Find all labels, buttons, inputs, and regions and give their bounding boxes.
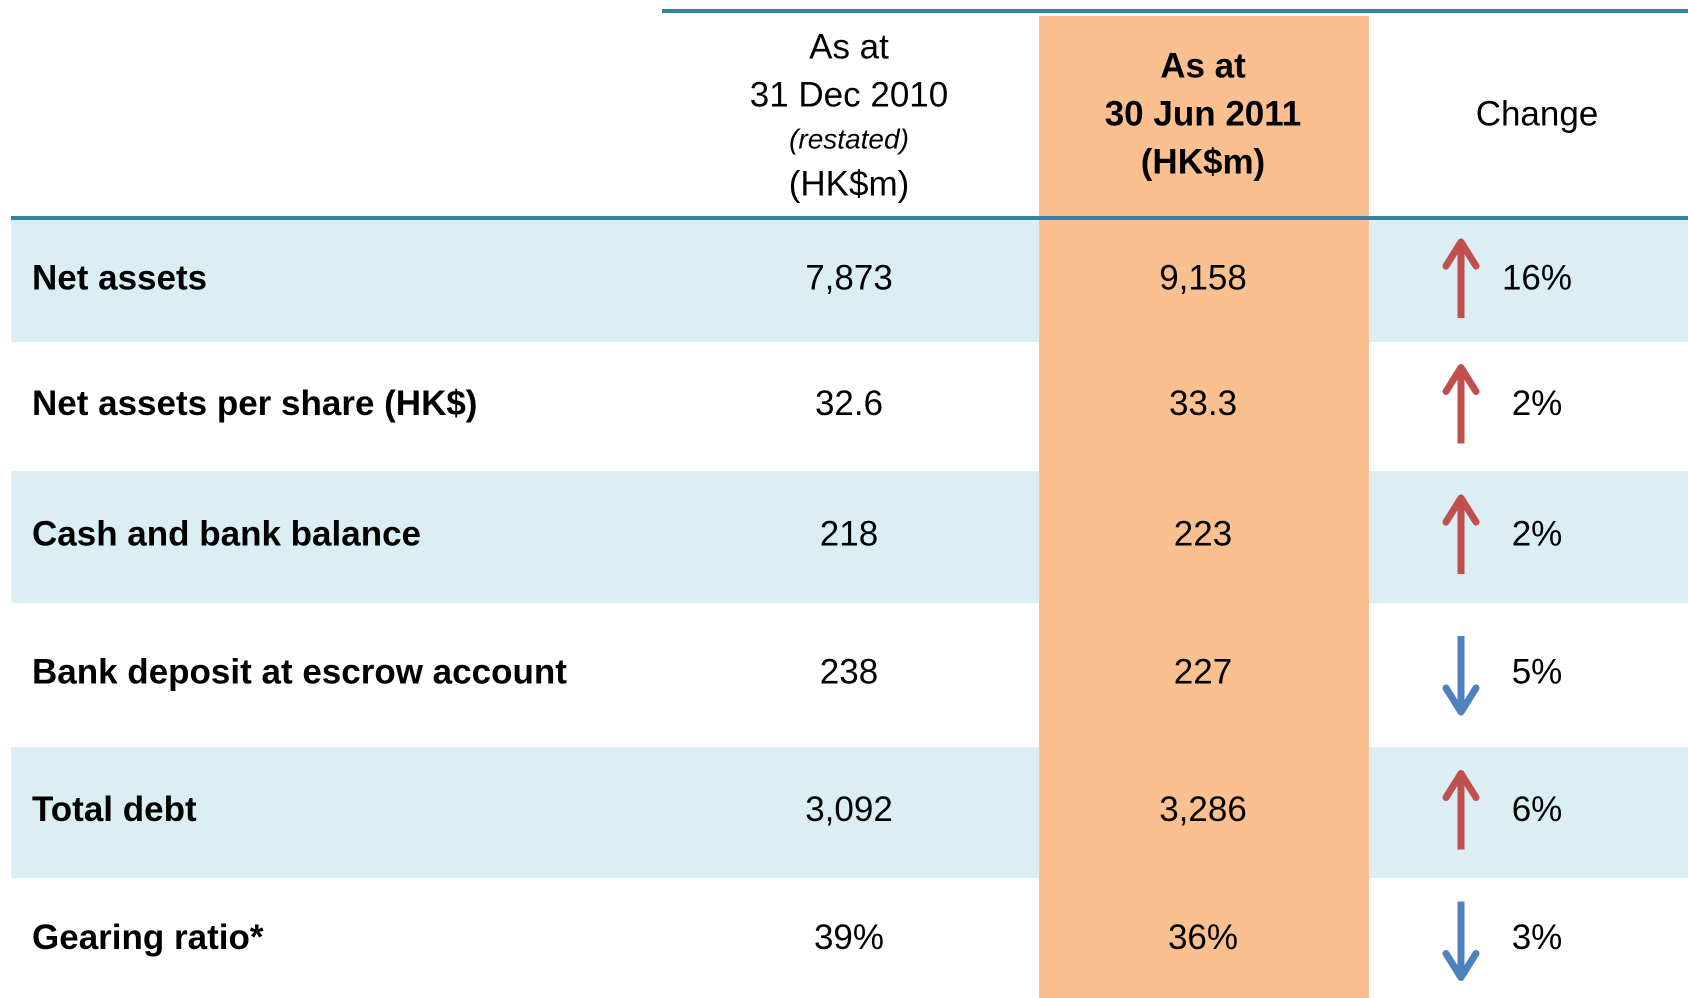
- cell: 33.3: [1169, 384, 1237, 423]
- change: 5%: [1512, 652, 1563, 691]
- arrow-head: [1442, 770, 1480, 801]
- arrow-head: [1442, 684, 1480, 716]
- header-text: 31 Dec 2010: [750, 75, 948, 114]
- row-label: Net assets: [32, 258, 207, 297]
- change: 3%: [1512, 918, 1563, 957]
- cell: 36%: [1168, 918, 1238, 957]
- header-text: As at: [809, 27, 889, 66]
- header-text: (HK$m): [789, 164, 910, 203]
- cell: 223: [1174, 514, 1232, 553]
- row-label: Gearing ratio*: [32, 918, 264, 957]
- row-label: Total debt: [32, 790, 197, 829]
- arrow-head: [1442, 238, 1480, 270]
- row-band: [11, 471, 1688, 603]
- cell: 218: [820, 514, 878, 553]
- cell: 3,092: [805, 790, 893, 829]
- backgrounds: [11, 220, 1688, 878]
- cell: 238: [820, 652, 878, 691]
- change: 16%: [1502, 258, 1572, 297]
- header-text: (restated): [789, 123, 909, 154]
- cell: 3,286: [1159, 790, 1247, 829]
- row-label: Cash and bank balance: [32, 514, 421, 553]
- highlight-column: [1039, 16, 1369, 998]
- change: 2%: [1512, 384, 1563, 423]
- arrow-head: [1442, 494, 1480, 526]
- header-text: Change: [1476, 94, 1599, 133]
- row-band: [11, 220, 1688, 342]
- cell: 39%: [814, 918, 884, 957]
- header-text: 30 Jun 2011: [1105, 94, 1302, 133]
- row-label: Net assets per share (HK$): [32, 384, 477, 423]
- arrow-head: [1442, 950, 1480, 981]
- cell: 9,158: [1159, 258, 1247, 297]
- cell: 7,873: [805, 258, 893, 297]
- header-text: (HK$m): [1141, 142, 1265, 181]
- header-text: As at: [1160, 46, 1246, 85]
- change: 2%: [1512, 514, 1563, 553]
- row-label: Bank deposit at escrow account: [32, 652, 567, 691]
- cell: 227: [1174, 652, 1232, 691]
- change: 6%: [1512, 790, 1563, 829]
- arrow-head: [1442, 364, 1480, 395]
- cell: 32.6: [815, 384, 883, 423]
- row-band: [11, 747, 1688, 878]
